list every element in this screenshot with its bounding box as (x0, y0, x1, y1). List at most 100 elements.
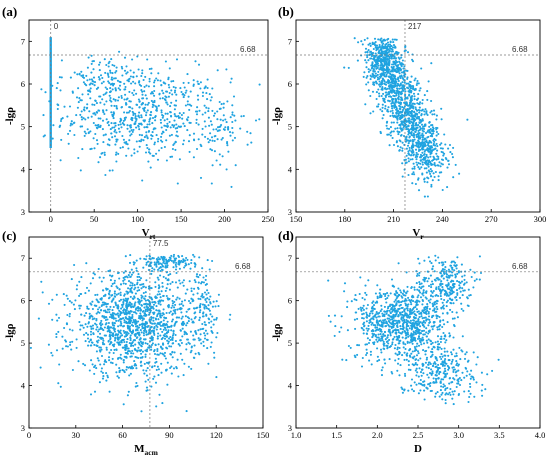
data-point (121, 74, 124, 77)
data-point (99, 326, 102, 329)
data-point (392, 121, 395, 124)
data-point (207, 107, 210, 110)
data-point (414, 144, 418, 147)
plot-frame (28, 19, 269, 213)
data-point (165, 159, 168, 162)
data-point (55, 293, 58, 296)
data-point (157, 262, 160, 266)
data-point (201, 296, 205, 299)
data-point (163, 124, 166, 127)
data-point (202, 340, 205, 343)
data-point (384, 310, 387, 313)
data-point (399, 101, 403, 104)
data-point (201, 327, 204, 331)
data-point (117, 87, 120, 90)
data-point (204, 111, 207, 114)
data-point (415, 121, 418, 125)
data-point (159, 97, 162, 100)
data-point (189, 351, 192, 354)
data-point (55, 87, 58, 90)
data-point (466, 118, 469, 121)
data-point (153, 352, 157, 356)
data-point (162, 343, 165, 346)
data-point (427, 338, 430, 341)
data-point (70, 348, 73, 351)
data-point (413, 349, 416, 353)
data-point (109, 338, 112, 341)
data-point (128, 325, 131, 328)
data-point (454, 163, 457, 166)
data-point (398, 107, 401, 110)
data-point (167, 340, 170, 343)
data-point (418, 131, 421, 135)
data-point (167, 331, 170, 334)
data-point (365, 316, 368, 319)
data-point (395, 140, 398, 143)
data-point (184, 264, 187, 267)
data-point (213, 150, 216, 153)
data-point (211, 315, 214, 318)
data-point (366, 50, 369, 53)
data-point (56, 319, 59, 322)
data-point (392, 98, 395, 101)
data-point (382, 340, 385, 343)
data-point (69, 76, 72, 79)
data-point (135, 75, 138, 78)
data-point (140, 410, 143, 413)
data-point (148, 77, 151, 80)
data-point (133, 261, 136, 264)
data-point (405, 128, 408, 131)
data-point (386, 55, 389, 58)
data-point (115, 348, 118, 352)
data-point (384, 46, 387, 49)
data-point (144, 286, 147, 289)
data-point (95, 298, 98, 301)
data-point (88, 78, 91, 81)
data-point (108, 343, 111, 346)
data-point (394, 45, 397, 48)
data-point (140, 296, 143, 299)
data-point (405, 303, 408, 307)
data-point (179, 352, 182, 355)
data-point (390, 326, 393, 330)
data-point (398, 87, 401, 90)
data-point (111, 126, 114, 129)
data-point (359, 306, 362, 309)
data-point (101, 76, 104, 80)
data-point (417, 189, 421, 192)
data-point (185, 89, 188, 92)
data-point (367, 341, 371, 345)
data-point (103, 103, 106, 106)
data-point (142, 78, 145, 82)
data-point (383, 331, 387, 334)
data-point (186, 316, 189, 319)
data-point (447, 159, 450, 162)
data-point (374, 52, 377, 55)
panel-letter: (d) (278, 228, 294, 243)
data-point (143, 126, 146, 129)
data-point (226, 144, 229, 147)
data-point (343, 66, 346, 69)
data-point (116, 304, 120, 307)
data-point (421, 135, 424, 139)
data-point (401, 292, 404, 295)
data-point (414, 333, 418, 336)
data-point (231, 126, 234, 130)
data-point (90, 71, 93, 74)
data-point (57, 316, 61, 319)
data-point (110, 76, 113, 79)
data-point (413, 316, 416, 319)
data-point (439, 147, 443, 150)
data-point (382, 332, 385, 336)
data-point (89, 302, 92, 305)
data-point (426, 176, 429, 179)
data-point (434, 164, 437, 167)
data-point (421, 161, 424, 164)
data-point (87, 322, 90, 325)
data-point (420, 315, 423, 318)
x-tick-label: 150 (257, 430, 270, 440)
data-point (127, 280, 131, 283)
data-point (201, 91, 205, 94)
data-point (98, 306, 101, 309)
data-point (173, 351, 176, 354)
